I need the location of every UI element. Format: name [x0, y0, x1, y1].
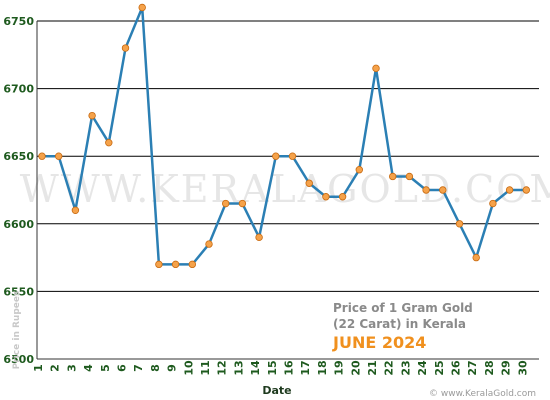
data-point	[105, 138, 113, 147]
x-tick-label: 11	[199, 360, 212, 375]
data-point	[55, 152, 63, 160]
y-tick-label: 6650	[3, 150, 34, 163]
data-point	[255, 233, 263, 242]
x-tick-label: 22	[383, 360, 396, 375]
x-tick-label: 25	[433, 360, 446, 375]
x-tick-label: 3	[65, 364, 78, 372]
x-tick-label: 1	[32, 364, 45, 372]
x-tick-label: 29	[500, 360, 513, 375]
data-point	[439, 186, 447, 194]
data-point	[389, 172, 397, 181]
data-point	[372, 64, 380, 73]
y-axis-label: Price in Rupees	[12, 291, 22, 370]
data-point	[138, 3, 146, 12]
x-tick-label: 6	[116, 364, 129, 372]
data-point	[38, 152, 46, 160]
data-point	[338, 193, 347, 201]
y-axis-label-text: Price in Rupees	[12, 291, 22, 370]
x-tick-label: 8	[149, 364, 162, 372]
watermark: WWW.KERALAGOLD.COM	[20, 167, 550, 211]
data-point	[355, 166, 363, 174]
x-tick-label: 23	[399, 360, 412, 375]
data-point	[455, 220, 464, 228]
data-point	[472, 253, 480, 262]
x-tick-labels: 1 2 3 4 5 6 7 8 9 10 11 12 13 14 15 16 17 18 19 20 21 22 23 24 2…	[32, 360, 529, 376]
x-tick-label: 2	[49, 364, 62, 372]
data-point	[322, 193, 330, 201]
data-point	[288, 152, 297, 160]
data-point	[221, 199, 230, 208]
data-point	[422, 186, 430, 194]
y-tick-label: 6600	[3, 218, 34, 231]
x-tick-label: 20	[349, 360, 362, 376]
y-tick-label: 6750	[3, 15, 34, 28]
x-tick-label: 30	[516, 360, 529, 376]
y-tick-label: 6500	[3, 353, 34, 366]
data-point	[489, 199, 497, 208]
price-data-points	[38, 3, 530, 269]
x-axis-label: Date	[262, 384, 291, 397]
chart-title-box: Price of 1 Gram Gold (22 Carat) in Keral…	[332, 301, 473, 352]
chart-title-line2: (22 Carat) in Kerala	[333, 317, 466, 331]
x-tick-label: 18	[316, 360, 329, 375]
x-tick-label: 4	[82, 364, 95, 372]
x-tick-label: 21	[366, 360, 379, 375]
x-tick-label: 28	[483, 360, 496, 375]
data-point	[155, 260, 163, 269]
x-tick-label: 12	[216, 360, 229, 375]
data-point	[522, 186, 530, 194]
data-point	[505, 186, 514, 194]
data-point	[121, 44, 130, 52]
x-tick-label: 10	[182, 360, 195, 376]
data-point	[171, 260, 180, 269]
x-tick-label: 7	[132, 364, 145, 372]
x-tick-label: 16	[283, 360, 296, 376]
x-tick-label: 24	[416, 360, 429, 376]
data-point	[405, 172, 414, 181]
data-point	[71, 206, 80, 214]
x-tick-label: 13	[232, 360, 245, 375]
x-tick-label: 19	[333, 360, 346, 375]
background-layer: WWW.KERALAGOLD.COM	[20, 167, 550, 211]
x-tick-label: 14	[249, 360, 262, 376]
x-tick-label: 26	[450, 360, 463, 376]
y-tick-labels: 6500 6550 6600 6650 6700 6750	[3, 15, 34, 366]
chart-title-line1: Price of 1 Gram Gold	[333, 301, 473, 315]
price-series-line	[42, 6, 527, 266]
y-tick-label: 6550	[3, 285, 34, 298]
data-point	[88, 111, 96, 120]
x-tick-label: 27	[466, 360, 479, 375]
data-point	[272, 152, 280, 160]
y-tick-label: 6700	[3, 83, 34, 96]
chart-subtitle-month: JUNE 2024	[332, 333, 426, 352]
source-credit: © www.KeralaGold.com	[429, 389, 536, 399]
data-point	[238, 199, 247, 208]
data-point	[205, 240, 213, 248]
x-tick-label: 5	[99, 364, 112, 372]
x-tick-label: 15	[266, 360, 279, 375]
data-point	[188, 260, 196, 269]
data-point	[305, 179, 313, 187]
x-tick-label: 9	[166, 364, 179, 372]
x-tick-label: 17	[299, 360, 312, 375]
